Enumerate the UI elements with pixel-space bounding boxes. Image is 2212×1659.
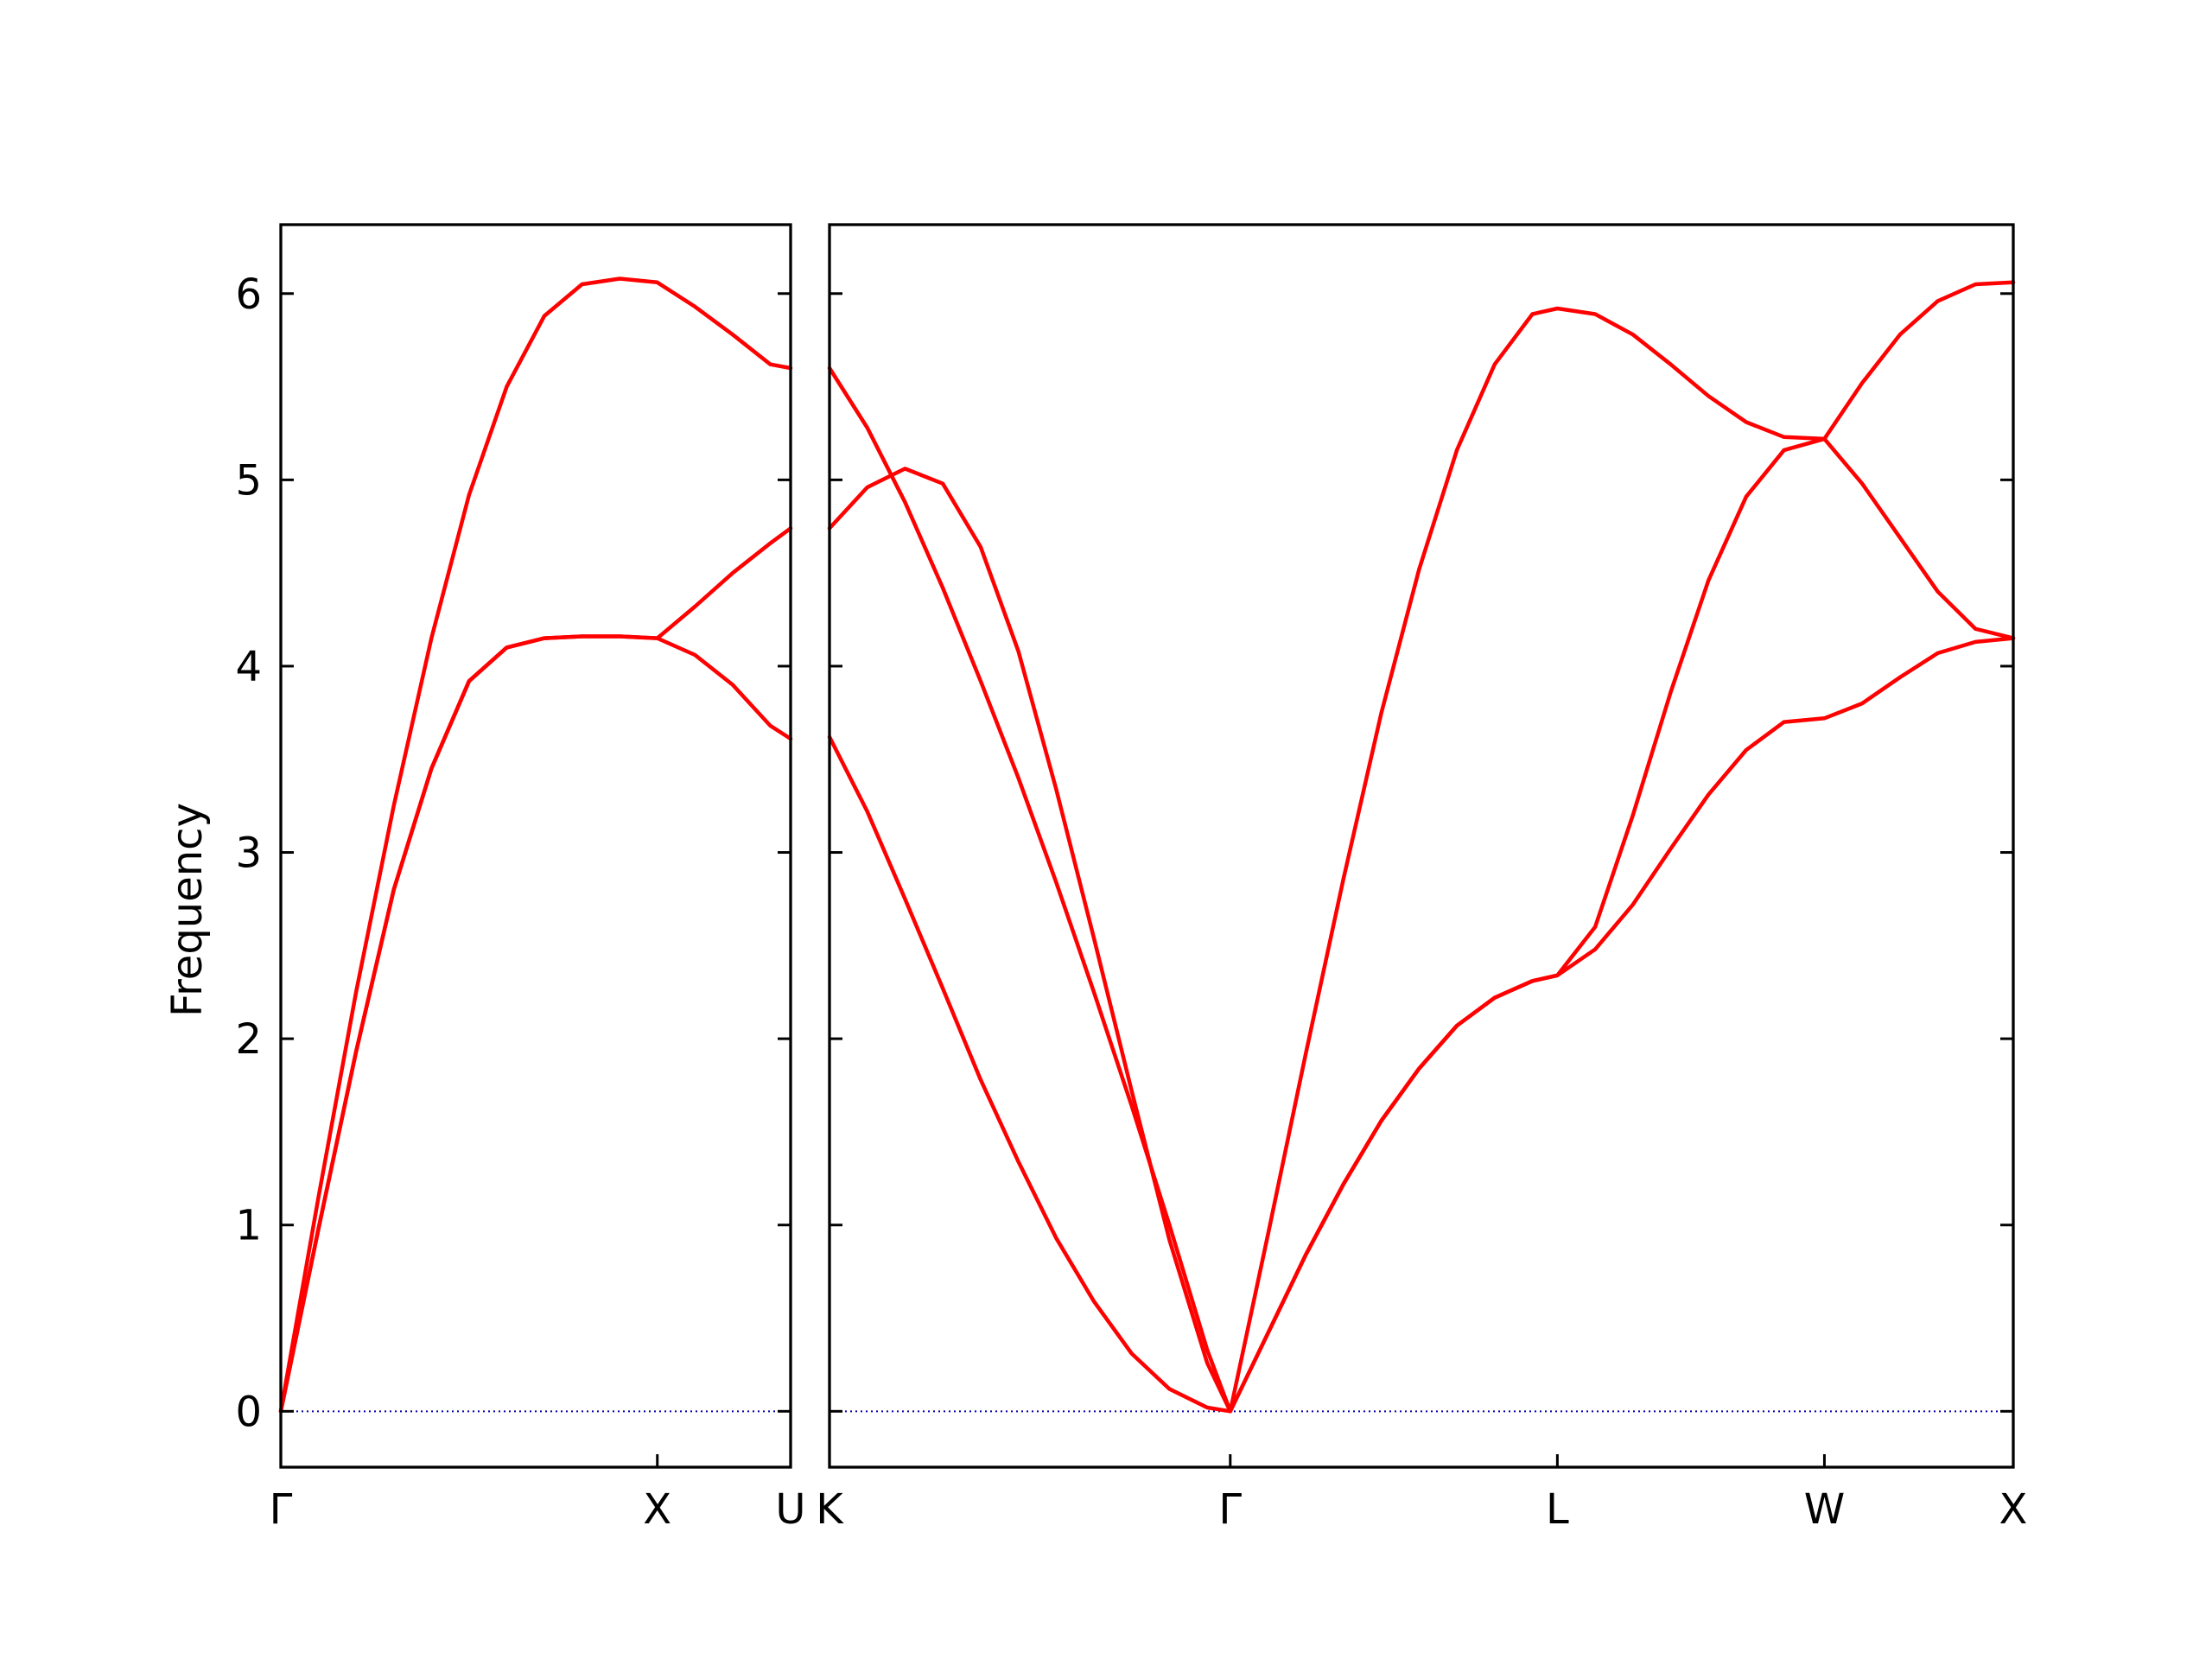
band-1 — [278, 526, 793, 1414]
y-tick-label: 6 — [235, 270, 262, 319]
y-axis-label: Frequency — [163, 803, 212, 1017]
x-tick-label: K — [816, 1485, 844, 1534]
y-tick-label: 3 — [235, 830, 262, 878]
band-2 — [278, 276, 793, 1414]
x-tick-label: Γ — [270, 1485, 293, 1534]
y-tick-label: 1 — [235, 1202, 262, 1250]
x-tick-label: X — [1999, 1485, 2028, 1534]
y-tick-label: 5 — [235, 456, 262, 505]
y-tick-label: 2 — [235, 1015, 262, 1064]
band-3 — [278, 634, 793, 1414]
x-tick-label: W — [1804, 1485, 1845, 1534]
x-tick-label: X — [643, 1485, 671, 1534]
y-tick-label: 4 — [235, 643, 262, 691]
band-2 — [827, 365, 2016, 1414]
plot-frame — [279, 223, 792, 1469]
x-tick-label: L — [1546, 1485, 1569, 1534]
y-tick-label: 0 — [235, 1388, 262, 1436]
x-tick-label: U — [775, 1485, 805, 1534]
x-tick-label: Γ — [1218, 1485, 1242, 1534]
plot-frame — [828, 223, 2015, 1469]
band-3 — [827, 280, 2016, 1414]
panel-left: 0 1 2 3 4 5 6 Γ X U — [235, 223, 806, 1534]
